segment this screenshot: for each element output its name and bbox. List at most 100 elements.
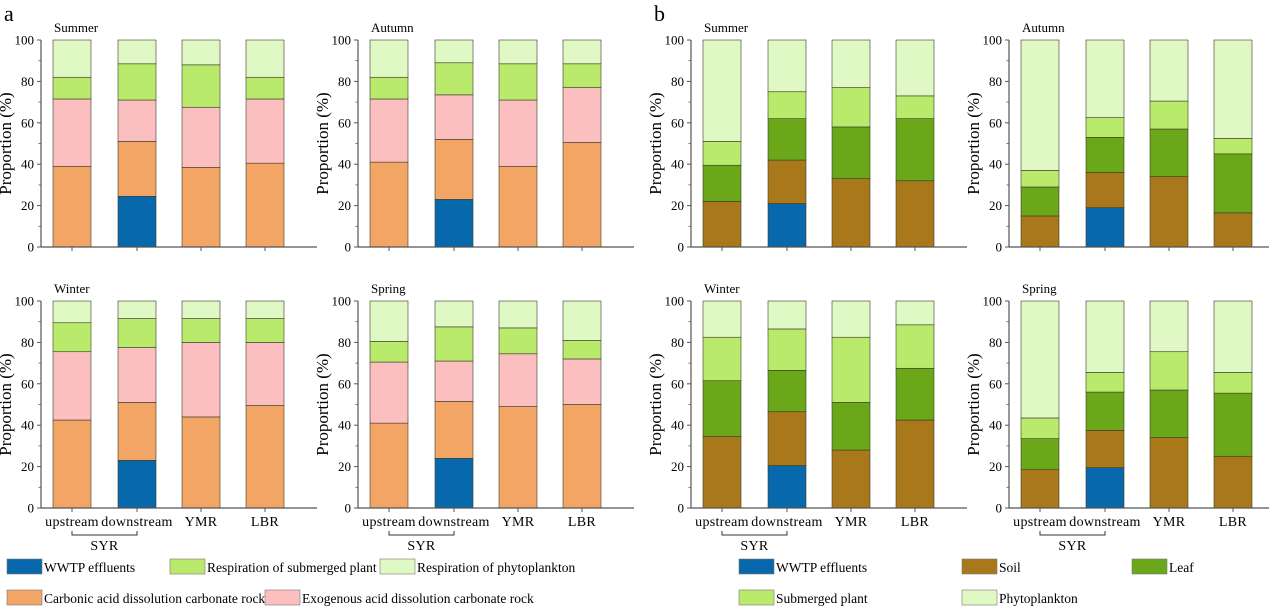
y-tick-label: 100 xyxy=(983,294,1003,309)
bar-segment-downstream-soil xyxy=(767,159,807,204)
y-tick-label: 0 xyxy=(678,240,685,255)
y-tick-label: 80 xyxy=(338,74,351,89)
bar-segment-downstream-wwtp-effluents xyxy=(434,458,474,509)
bar-segment-ymr-submerged-plant xyxy=(831,87,871,128)
chart-b-summer: Summer 0 20 40 60 80 100 Proportion (%) xyxy=(646,20,967,255)
bar-segment-upstream-respiration-of-phytoplankton xyxy=(369,39,409,78)
group-label-syr: SYR xyxy=(407,539,435,554)
panel-label-a: a xyxy=(4,1,14,26)
bar-segment-ymr-submerged-plant xyxy=(1149,100,1189,130)
bar-segment-upstream-respiration-of-submerged-plant xyxy=(369,76,409,100)
chart-b-winter: Winter 0 20 40 60 80 100 Proportion (%) upstream… xyxy=(646,281,967,554)
y-tick-label: 20 xyxy=(671,198,684,213)
y-tick-label: 0 xyxy=(28,501,35,516)
legend-swatch-respiration-of-phytoplankton xyxy=(379,558,416,575)
y-axis-label: Proportion (%) xyxy=(313,353,332,455)
legend-label-submerged-plant: Submerged plant xyxy=(776,591,868,606)
bar-segment-lbr-submerged-plant xyxy=(1213,138,1253,155)
y-tick-label: 60 xyxy=(671,115,684,130)
bar-segment-lbr-phytoplankton xyxy=(1213,39,1253,139)
x-tick-label: YMR xyxy=(1153,515,1186,530)
bar-segment-ymr-respiration-of-submerged-plant xyxy=(181,318,221,343)
bar-segment-downstream-wwtp-effluents xyxy=(117,195,157,248)
legend-label-exogenous-acid-dissolution-carbonate-rock: Exogenous acid dissolution carbonate roc… xyxy=(302,591,534,606)
chart-title: Winter xyxy=(704,281,740,296)
bar-segment-ymr-soil xyxy=(1149,437,1189,509)
y-tick-label: 100 xyxy=(332,294,352,309)
bar-segment-upstream-leaf xyxy=(702,164,742,202)
bar-segment-ymr-phytoplankton xyxy=(1149,300,1189,353)
bar-segment-downstream-respiration-of-submerged-plant xyxy=(434,62,474,96)
y-tick-label: 0 xyxy=(345,240,352,255)
bar-segment-ymr-respiration-of-submerged-plant xyxy=(498,327,538,355)
bar-segment-downstream-wwtp-effluents xyxy=(1085,207,1125,248)
charts-container: Summer 0 20 40 60 80 100 Proportion (%) Autumn 0 2… xyxy=(0,20,1269,554)
bar-segment-downstream-wwtp-effluents xyxy=(117,460,157,509)
chart-title: Summer xyxy=(704,20,749,35)
panel-label-b: b xyxy=(654,1,665,26)
legend-swatch-submerged-plant xyxy=(738,589,775,606)
y-tick-label: 100 xyxy=(332,33,352,48)
y-tick-label: 0 xyxy=(678,501,685,516)
y-tick-label: 80 xyxy=(671,74,684,89)
bar-segment-downstream-leaf xyxy=(767,118,807,161)
chart-title: Winter xyxy=(54,281,90,296)
legend-label-phytoplankton: Phytoplankton xyxy=(999,591,1078,606)
legend-swatch-respiration-of-submerged-plant xyxy=(169,558,206,575)
bar-segment-lbr-respiration-of-phytoplankton xyxy=(562,39,602,65)
legend-label-wwtp-effluents: WWTP effluents xyxy=(776,560,867,575)
bar-segment-ymr-exogenous-acid-dissolution-carbonate-rock xyxy=(498,99,538,167)
bar-segment-downstream-wwtp-effluents xyxy=(1085,467,1125,509)
bar-segment-lbr-submerged-plant xyxy=(895,95,935,119)
y-tick-label: 20 xyxy=(338,198,351,213)
chart-title: Spring xyxy=(1022,281,1057,296)
bar-segment-downstream-wwtp-effluents xyxy=(434,199,474,248)
bar-segment-downstream-carbonic-acid-dissolution-carbonate-rock xyxy=(117,402,157,461)
legend-panel-a: WWTP effluents Respiration of submerged p… xyxy=(6,558,575,606)
y-tick-label: 40 xyxy=(21,418,34,433)
bar-segment-ymr-carbonic-acid-dissolution-carbonate-rock xyxy=(181,167,221,248)
y-tick-label: 80 xyxy=(989,74,1002,89)
bar-segment-upstream-soil xyxy=(1020,469,1060,509)
legend-label-respiration-of-phytoplankton: Respiration of phytoplankton xyxy=(417,560,575,575)
bar-segment-upstream-leaf xyxy=(1020,438,1060,471)
x-tick-label: YMR xyxy=(185,515,218,530)
y-tick-label: 20 xyxy=(21,459,34,474)
bar-segment-upstream-exogenous-acid-dissolution-carbonate-rock xyxy=(369,361,409,424)
y-tick-label: 20 xyxy=(989,198,1002,213)
legend-swatch-carbonic-acid-dissolution-carbonate-rock xyxy=(6,589,43,606)
y-tick-label: 80 xyxy=(671,335,684,350)
y-tick-label: 40 xyxy=(338,418,351,433)
bar-segment-lbr-respiration-of-submerged-plant xyxy=(562,63,602,88)
bar-segment-downstream-exogenous-acid-dissolution-carbonate-rock xyxy=(117,347,157,403)
bar-segment-downstream-leaf xyxy=(1085,391,1125,431)
bar-segment-lbr-exogenous-acid-dissolution-carbonate-rock xyxy=(245,98,285,164)
y-tick-label: 60 xyxy=(338,115,351,130)
bar-segment-upstream-respiration-of-phytoplankton xyxy=(369,300,409,342)
bar-segment-downstream-wwtp-effluents xyxy=(767,203,807,248)
group-bracket xyxy=(388,531,455,536)
chart-b-spring: Spring 0 20 40 60 80 100 Proportion (%) upstream… xyxy=(964,281,1269,554)
bar-segment-ymr-soil xyxy=(831,449,871,509)
y-tick-label: 0 xyxy=(345,501,352,516)
chart-a-summer: Summer 0 20 40 60 80 100 Proportion (%) xyxy=(0,20,317,255)
bar-segment-upstream-respiration-of-submerged-plant xyxy=(369,341,409,363)
bar-segment-ymr-leaf xyxy=(831,402,871,451)
group-bracket xyxy=(721,531,788,536)
bar-segment-lbr-respiration-of-phytoplankton xyxy=(562,300,602,341)
bar-segment-downstream-submerged-plant xyxy=(1085,372,1125,393)
legend-label-leaf: Leaf xyxy=(1169,560,1194,575)
bar-segment-lbr-carbonic-acid-dissolution-carbonate-rock xyxy=(562,142,602,248)
y-tick-label: 40 xyxy=(671,157,684,172)
x-tick-label: downstream xyxy=(1069,515,1140,530)
bar-segment-upstream-respiration-of-submerged-plant xyxy=(52,322,92,353)
bar-segment-downstream-submerged-plant xyxy=(1085,117,1125,138)
y-tick-label: 60 xyxy=(671,376,684,391)
bar-segment-upstream-soil xyxy=(1020,215,1060,248)
bar-segment-downstream-leaf xyxy=(767,370,807,413)
bar-segment-lbr-phytoplankton xyxy=(895,39,935,97)
bar-segment-downstream-respiration-of-phytoplankton xyxy=(117,39,157,65)
bar-segment-lbr-exogenous-acid-dissolution-carbonate-rock xyxy=(562,87,602,143)
bar-segment-ymr-respiration-of-submerged-plant xyxy=(498,63,538,101)
